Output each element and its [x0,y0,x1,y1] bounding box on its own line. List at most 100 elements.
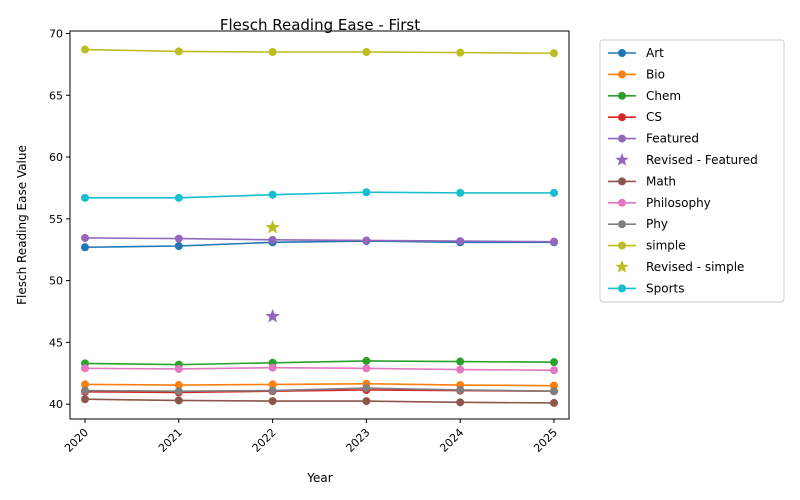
legend-marker [618,49,626,57]
data-point [174,387,183,396]
data-point [550,358,558,367]
legend-label: Phy [646,217,668,231]
legend-label: Math [646,174,676,188]
series-revised-featured [265,308,280,323]
data-point [550,188,558,197]
y-tick-label: 65 [49,89,63,102]
x-axis: 2020 2021 2022 2023 2024 2025 [62,419,560,455]
data-point [362,364,371,373]
series-bio [81,379,558,390]
data-point [174,47,183,56]
legend-label: Revised - simple [646,260,744,274]
x-tick-label: 2021 [156,426,185,455]
series-line [84,366,555,371]
data-point [268,235,277,244]
series-philosophy [81,363,558,375]
x-tick-label: 2023 [344,426,373,455]
series-simple [81,45,558,58]
plot-frame [69,30,570,420]
x-tick-label: 2020 [62,426,91,455]
star-marker [265,219,280,234]
x-axis-label: Year [306,471,332,485]
data-point [81,193,89,202]
legend-item: Sports [608,281,684,295]
data-point [362,384,371,393]
x-tick-label: 2025 [531,426,560,455]
legend-item: CS [608,110,662,124]
legend-marker [618,220,626,229]
series-phy [81,384,558,396]
series-line [85,191,554,199]
series-revised-simple [265,219,280,234]
series-chem [81,356,558,369]
series-line [84,398,555,404]
data-point [174,364,183,373]
legend-marker [615,153,629,166]
legend-item: Chem [608,89,681,103]
y-tick-label: 70 [49,27,63,40]
data-point [456,237,465,246]
legend-item: Bio [608,67,665,81]
x-tick-label: 2024 [437,426,466,455]
series-line [84,382,555,387]
legend-marker [615,260,629,273]
chart-title: Flesch Reading Ease - First [220,16,420,34]
data-point [268,48,277,57]
legend-label: Featured [646,132,699,146]
legend-marker [618,177,626,186]
plot-area [81,45,558,407]
data-point [550,237,558,246]
star-marker [265,308,280,323]
data-point [81,364,89,373]
legend: Art Bio Chem CS Featured Revised - Featured Ma… [599,39,785,303]
data-point [268,386,277,395]
data-point [174,396,183,405]
data-point [362,397,371,406]
data-point [174,193,183,202]
legend-marker [618,241,626,250]
data-point [362,48,371,57]
legend-label: simple [646,239,686,253]
data-point [81,380,89,389]
y-tick-label: 40 [49,398,63,411]
y-tick-label: 60 [49,151,63,164]
legend-item: Philosophy [608,196,711,210]
legend-marker [618,134,626,143]
y-tick-label: 50 [49,275,63,288]
data-point [456,398,465,407]
data-point [268,397,277,406]
legend-item: Phy [608,217,668,231]
data-point [81,45,89,54]
data-point [268,190,277,199]
data-point [456,357,465,366]
series-line [84,240,554,249]
y-tick-label: 55 [49,213,63,226]
y-axis: 40 45 50 55 60 65 70 [49,27,70,411]
legend-marker [618,91,626,100]
data-point [456,365,465,374]
data-point [81,243,89,252]
series-line [84,387,555,393]
legend-item: simple [608,239,686,253]
data-point [174,234,183,243]
legend-item: Art [608,46,664,60]
series-featured [81,233,558,246]
data-point [456,48,465,57]
legend-marker [618,113,626,122]
data-point [174,242,183,251]
legend-marker [618,198,626,207]
data-point [268,363,277,372]
legend-item: Featured [608,132,699,146]
data-point [362,236,371,245]
legend-item: Revised - Featured [615,153,758,167]
legend-marker [618,70,626,79]
data-point [268,380,277,389]
legend-label: Philosophy [646,196,711,210]
data-point [550,366,558,375]
data-point [456,385,465,394]
legend-label: Sports [646,281,684,295]
series-math [81,395,558,407]
x-tick-label: 2022 [250,426,279,455]
series-line [84,48,555,55]
